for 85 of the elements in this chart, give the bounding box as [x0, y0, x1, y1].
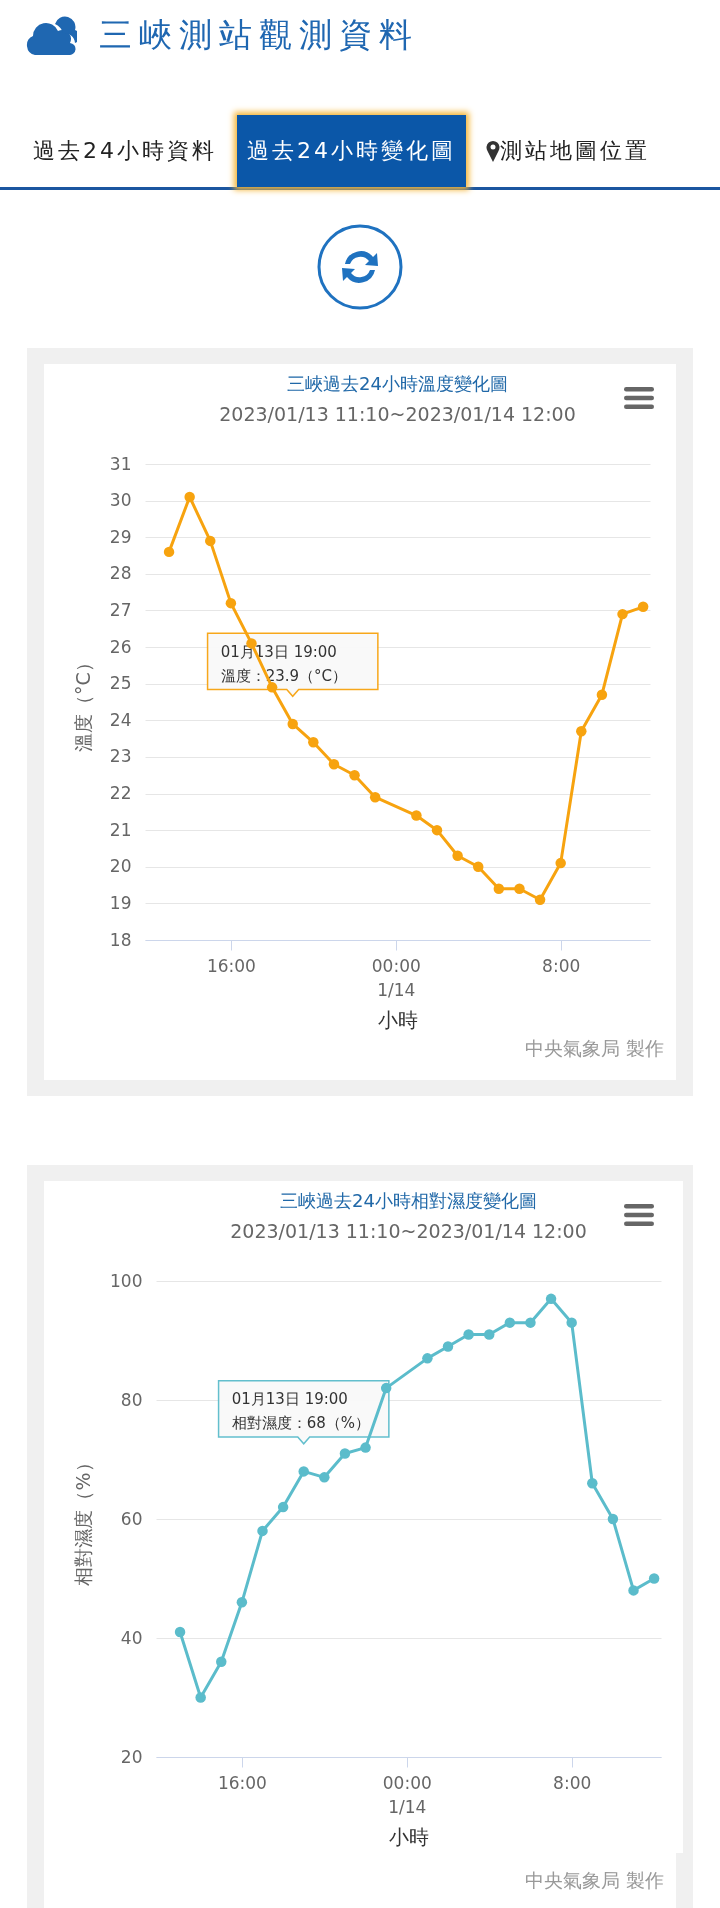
- point: [483, 1329, 495, 1340]
- point: [369, 791, 381, 803]
- point: [545, 1293, 557, 1305]
- point: [216, 1656, 227, 1668]
- point: [236, 1597, 248, 1608]
- point: [287, 718, 298, 730]
- point: [463, 1329, 474, 1340]
- x-tick-label: 8:00: [542, 955, 581, 976]
- y-tick-label: 100: [110, 1270, 143, 1291]
- point: [587, 1478, 598, 1489]
- point: [195, 1692, 206, 1703]
- point: [360, 1442, 371, 1453]
- y-tick-label: 30: [109, 490, 132, 511]
- point: [504, 1317, 516, 1328]
- y-tick-label: 29: [109, 526, 132, 547]
- point: [525, 1317, 536, 1328]
- point: [277, 1501, 289, 1513]
- x-tick-label: 16:00: [217, 1772, 267, 1793]
- y-tick-label: 40: [120, 1627, 143, 1648]
- x-tick-label: 00:00 1/14: [371, 955, 421, 1000]
- y-tick-label: 26: [109, 636, 132, 657]
- y-tick-label: 31: [109, 453, 132, 474]
- point: [411, 810, 422, 821]
- y-tick-label: 22: [109, 783, 132, 804]
- chart-subtitle: 2023/01/13 11:10~2023/01/14 12:00: [219, 403, 576, 425]
- y-tick-label: 24: [109, 709, 132, 730]
- y-tick-label: 20: [120, 1746, 143, 1767]
- y-axis-title: 相對濕度（%）: [72, 1453, 95, 1586]
- point: [339, 1448, 351, 1459]
- y-tick-label: 25: [109, 673, 132, 694]
- point: [163, 546, 175, 558]
- text: 中央氣象局 製作: [524, 1868, 664, 1893]
- y-tick-label: 20: [109, 856, 132, 877]
- y-tick-label: 19: [109, 892, 132, 913]
- text: 三峽測站觀測資料: [99, 13, 419, 56]
- y-axis-title: 溫度（°C）: [71, 653, 94, 752]
- chart-subtitle: 2023/01/13 11:10~2023/01/14 12:00: [230, 1220, 587, 1242]
- point: [319, 1472, 330, 1483]
- point: [308, 737, 319, 748]
- y-tick-label: 80: [120, 1389, 143, 1410]
- y-tick-label: 27: [109, 599, 132, 620]
- point: [349, 770, 360, 781]
- y-tick-label: 18: [109, 929, 132, 950]
- point: [380, 1382, 392, 1394]
- x-tick-label: 8:00: [553, 1772, 592, 1793]
- y-tick-label: 23: [109, 746, 132, 767]
- point: [555, 857, 566, 869]
- text: 過去24小時變化圖: [247, 137, 456, 165]
- x-axis-title: 小時: [378, 1007, 418, 1032]
- point: [648, 1573, 660, 1584]
- chart-title: 三峽過去24小時相對濕度變化圖: [280, 1190, 537, 1211]
- x-tick-label: 00:00 1/14: [382, 1772, 432, 1817]
- x-tick-label: 16:00: [206, 955, 256, 976]
- point: [637, 601, 649, 613]
- point: [472, 861, 484, 872]
- x-axis-title: 小時: [389, 1824, 429, 1849]
- point: [514, 883, 525, 894]
- point: [298, 1466, 309, 1477]
- text: 中央氣象局 製作: [524, 1036, 664, 1061]
- point: [205, 535, 216, 547]
- text: 測站地圖位置: [500, 137, 650, 165]
- annotation: 01月13日 19:00 相對濕度：68（%）: [231, 1390, 371, 1433]
- y-tick-label: 21: [109, 819, 132, 840]
- point: [328, 759, 340, 770]
- text: 過去24小時資料: [33, 137, 217, 165]
- y-tick-label: 28: [109, 563, 132, 584]
- y-tick-label: 60: [120, 1508, 143, 1529]
- point: [617, 608, 628, 620]
- point: [493, 883, 505, 894]
- point: [257, 1525, 268, 1537]
- chart-title: 三峽過去24小時溫度變化圖: [287, 373, 508, 394]
- point: [184, 491, 195, 503]
- point: [431, 824, 443, 836]
- point: [452, 850, 463, 862]
- point: [442, 1341, 454, 1352]
- point: [628, 1585, 639, 1596]
- point: [576, 726, 587, 737]
- point: [596, 689, 608, 700]
- point: [174, 1626, 186, 1638]
- point: [607, 1513, 619, 1525]
- point: [422, 1353, 433, 1364]
- point: [534, 894, 546, 905]
- point: [225, 597, 237, 609]
- point: [266, 682, 278, 693]
- point: [566, 1317, 577, 1328]
